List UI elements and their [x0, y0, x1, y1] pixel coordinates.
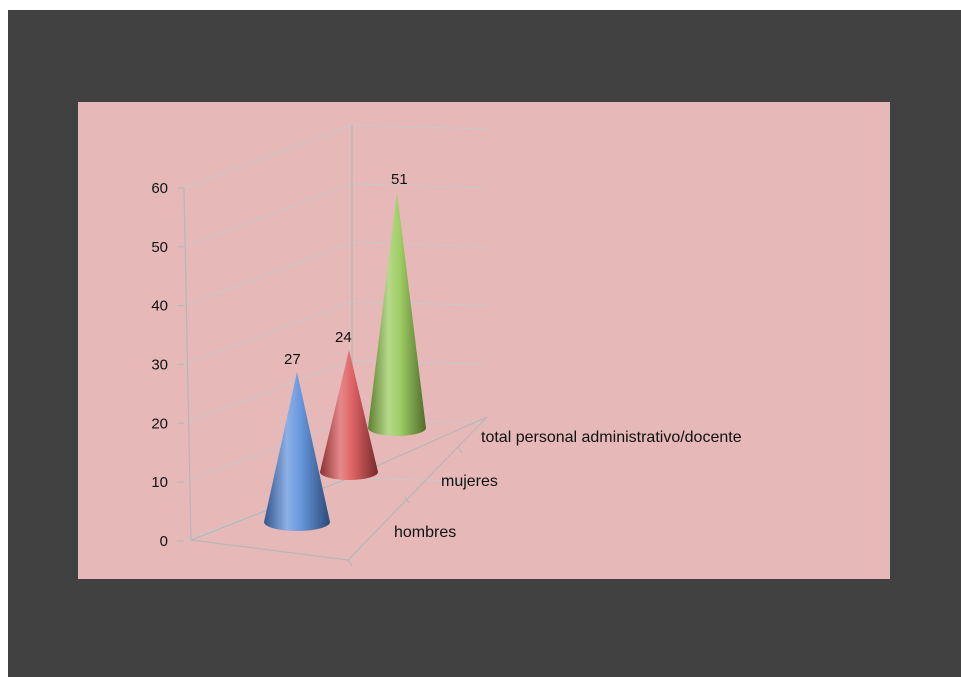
y-tick-label: 30	[151, 357, 168, 374]
gridline	[183, 124, 488, 189]
data-label: 24	[335, 329, 352, 346]
depth-tick-mark	[404, 496, 410, 504]
y-tick-label: 0	[160, 533, 168, 550]
plot-area	[78, 102, 890, 579]
category-labels: hombres mujeres total personal administrat…	[394, 429, 742, 541]
cone-mujeres	[320, 350, 378, 480]
data-label: 51	[391, 171, 408, 188]
y-tick-label: 60	[151, 180, 168, 197]
y-axis-ticks: 0 10 20 30 40 50 60	[151, 180, 184, 550]
data-labels: 27 24 51	[284, 171, 408, 368]
y-tick-label: 20	[151, 415, 168, 432]
gridline	[183, 183, 488, 248]
category-label: total personal administrativo/docente	[481, 429, 742, 446]
cones	[264, 192, 426, 531]
data-label: 27	[284, 351, 301, 368]
y-tick-label: 10	[151, 474, 168, 491]
category-label: mujeres	[441, 473, 498, 490]
value-axis-line	[183, 187, 192, 541]
depth-tick-mark	[457, 446, 463, 454]
cone-total	[368, 192, 426, 436]
y-tick-label: 50	[151, 239, 168, 256]
cone-hombres	[264, 372, 330, 531]
y-tick-label: 40	[151, 298, 168, 315]
gridline	[183, 242, 488, 307]
depth-tick-mark	[347, 559, 353, 567]
category-label: hombres	[394, 524, 456, 541]
